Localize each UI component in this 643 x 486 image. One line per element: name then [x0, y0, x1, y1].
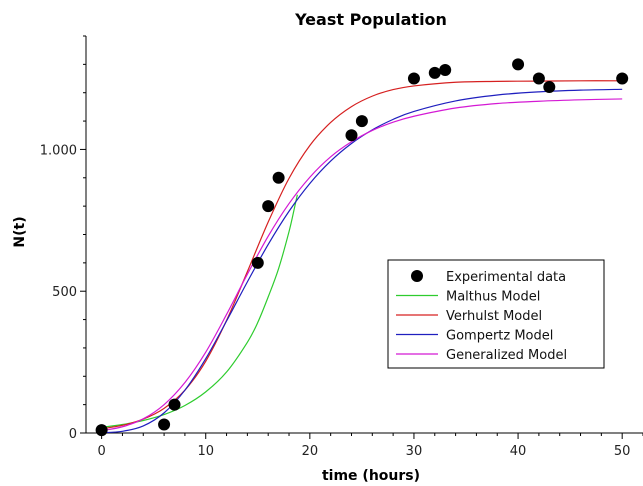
- experimental-data-point: [407, 72, 420, 85]
- experimental-data-point: [345, 129, 358, 142]
- experimental-data-point: [168, 398, 181, 411]
- legend-marker-experimental-data: [411, 270, 423, 282]
- experimental-data-point: [251, 256, 264, 269]
- x-tick-label: 50: [614, 444, 631, 459]
- minor-ticks: [83, 35, 643, 436]
- verhulst-model-line: [101, 80, 623, 430]
- y-tick-label: 500: [52, 285, 77, 300]
- x-tick-label: 30: [406, 444, 423, 459]
- x-tick-label: 40: [510, 444, 527, 459]
- experimental-data-point: [272, 171, 285, 184]
- series-lines: [101, 80, 623, 434]
- x-tick-label: 0: [97, 444, 105, 459]
- experimental-data-point: [532, 72, 545, 85]
- experimental-data-point: [428, 66, 441, 79]
- x-axis-label: time (hours): [322, 468, 420, 484]
- major-ticks: [80, 148, 623, 439]
- x-tick-label: 20: [302, 444, 319, 459]
- legend-label-malthus-model: Malthus Model: [446, 290, 540, 305]
- legend-label-gompertz-model: Gompertz Model: [446, 329, 553, 344]
- generalized-model-line: [101, 98, 623, 432]
- legend-items: Experimental data Malthus Model Verhulst M…: [396, 270, 567, 363]
- legend: Experimental data Malthus Model Verhulst M…: [387, 259, 605, 369]
- scatter-points: [95, 58, 629, 437]
- y-axis-label: N(t): [12, 216, 28, 247]
- experimental-data-point: [355, 115, 368, 128]
- x-tick-label: 10: [197, 444, 214, 459]
- legend-label-generalized-model: Generalized Model: [446, 348, 567, 363]
- chart-title: Yeast Population: [294, 10, 447, 29]
- legend-label-verhulst-model: Verhulst Model: [446, 309, 542, 324]
- legend-box: [387, 259, 605, 369]
- experimental-data-point: [512, 58, 525, 71]
- experimental-data-point: [95, 424, 108, 437]
- legend-label-experimental-data: Experimental data: [446, 270, 566, 285]
- experimental-data-point: [439, 64, 452, 77]
- malthus-model-line: [101, 194, 298, 428]
- y-tick-label: 1.000: [40, 143, 77, 158]
- y-tick-label: 0: [69, 427, 77, 442]
- experimental-data-point: [158, 418, 171, 431]
- tick-labels: 0 500 1.000 0 10 20 30 40 50: [40, 143, 631, 459]
- experimental-data-point: [543, 81, 556, 94]
- experimental-data-point: [616, 72, 629, 85]
- plot-area: [95, 58, 629, 437]
- experimental-data-point: [262, 200, 275, 213]
